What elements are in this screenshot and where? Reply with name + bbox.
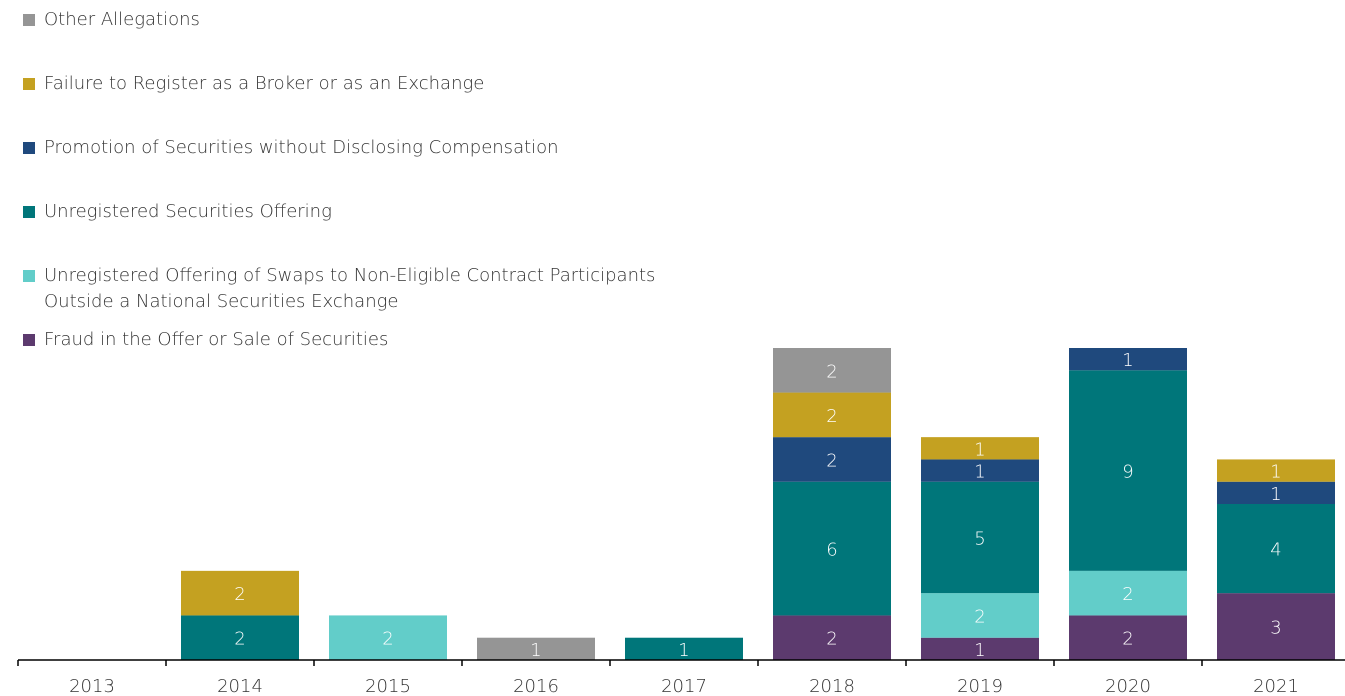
legend-label: Other Allegations [44,9,200,30]
legend-label: Failure to Register as a Broker or as an… [44,73,484,94]
value-label: 6 [826,540,837,561]
bar-segment [921,437,1039,460]
bar-segment [477,637,595,660]
bar-segment [921,481,1039,594]
bar-segment [773,348,891,393]
bar-segment [1069,370,1187,571]
x-tick-label: 2016 [513,676,559,696]
value-label: 1 [974,640,985,661]
value-label: 1 [1270,484,1281,505]
value-label: 2 [1122,629,1133,650]
value-label: 1 [1122,350,1133,371]
legend-label: Unregistered Offering of Swaps to Non-El… [44,265,655,312]
bar-segment [1069,615,1187,660]
value-label: 9 [1122,462,1133,483]
legend-label: Fraud in the Offer or Sale of Securities [44,329,388,350]
value-label: 1 [530,640,541,661]
value-label: 5 [974,528,985,549]
bar-segment [181,615,299,660]
value-label: 2 [382,629,393,650]
bar-segment [1217,481,1335,504]
bar-segment [773,437,891,482]
x-tick-label: 2013 [69,676,115,696]
x-tick-label: 2014 [217,676,263,696]
bar-segment [1069,348,1187,371]
legend-swatch [23,270,35,282]
value-label: 4 [1270,540,1281,561]
value-label: 2 [234,629,245,650]
bar-segment [1217,504,1335,594]
bar-segment [1069,570,1187,616]
legend-swatch [23,334,35,346]
x-tick-label: 2021 [1253,676,1299,696]
legend-swatch [23,14,35,26]
value-label: 2 [826,406,837,427]
bar-segment [1217,459,1335,482]
value-label: 1 [678,640,689,661]
x-tick-label: 2017 [661,676,707,696]
value-label: 2 [234,584,245,605]
bar-segment [921,459,1039,482]
x-tick-label: 2015 [365,676,411,696]
value-label: 2 [826,450,837,471]
bar-segment [625,637,743,660]
value-label: 2 [826,629,837,650]
x-tick-label: 2019 [957,676,1003,696]
value-label: 2 [974,606,985,627]
value-label: 2 [1122,584,1133,605]
bar-segment [773,392,891,438]
legend-swatch [23,78,35,90]
value-label: 1 [1270,462,1281,483]
bar-segment [181,570,299,616]
legend-label: Promotion of Securities without Disclosi… [44,137,559,158]
bar-segment [773,481,891,616]
bar-segment [1217,593,1335,660]
bar-segment [329,615,447,660]
legend-label: Unregistered Securities Offering [44,201,332,222]
legend-swatch [23,206,35,218]
bar-segment [921,593,1039,638]
value-label: 2 [826,361,837,382]
bar-segment [773,615,891,660]
value-label: 1 [974,462,985,483]
value-label: 3 [1270,618,1281,639]
legend-swatch [23,142,35,154]
x-tick-label: 2018 [809,676,855,696]
value-label: 1 [974,439,985,460]
x-tick-label: 2020 [1105,676,1151,696]
bar-segment [921,637,1039,660]
